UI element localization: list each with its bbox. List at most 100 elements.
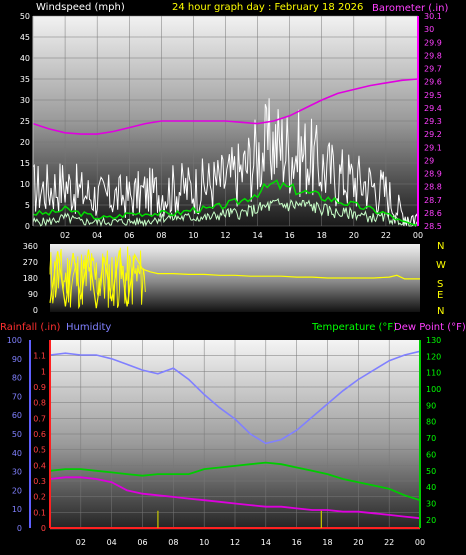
barometer-axis-title: Barometer (.in): [372, 3, 448, 14]
wind-x-tick-label: 08: [156, 231, 166, 240]
temp-x-tick-label: 16: [292, 538, 302, 547]
wind-y-tick-label: 45: [20, 33, 30, 42]
direction-y-tick-label: 180: [23, 274, 38, 283]
compass-label-s: S: [437, 279, 443, 290]
wind-y-tick-label: 0: [25, 222, 30, 231]
wind-x-tick-label: 12: [220, 231, 230, 240]
temperature-axis-title: Temperature (°F): [311, 322, 397, 333]
temperature-y-tick-label: 120: [426, 352, 441, 361]
humidity-y-tick-label: 90: [12, 355, 22, 364]
wind-y-tick-label: 50: [20, 12, 30, 21]
temperature-y-tick-label: 130: [426, 336, 441, 345]
barometer-y-tick-label: 29.8: [424, 51, 442, 60]
dewpoint-series: [49, 476, 421, 520]
barometer-y-tick-label: 30.1: [424, 12, 442, 21]
temperature-y-tick-label: 30: [426, 499, 436, 508]
temp-x-tick-label: 06: [137, 538, 147, 547]
wind-y-tick-label: 30: [20, 96, 30, 105]
rain-y-tick-label: 0.2: [33, 493, 46, 502]
compass-label-n-bottom: N: [437, 306, 444, 317]
wind-y-tick-label: 25: [20, 117, 30, 126]
temp-x-tick-label: 08: [168, 538, 178, 547]
humidity-y-tick-label: 100: [7, 336, 22, 345]
rain-y-tick-label: 0.8: [33, 399, 46, 408]
rain-y-tick-label: 0.3: [33, 477, 46, 486]
barometer-y-tick-label: 29.1: [424, 143, 442, 152]
temperature-y-tick-label: 60: [426, 450, 436, 459]
direction-y-tick-label: 0: [33, 306, 38, 315]
wind-x-tick-label: 00: [413, 231, 423, 240]
wind-x-tick-label: 06: [124, 231, 134, 240]
rain-y-tick-label: 1.1: [33, 352, 46, 361]
humidity-y-tick-label: 60: [12, 411, 22, 420]
rain-y-tick-label: 0.9: [33, 383, 46, 392]
humidity-y-tick-label: 20: [12, 486, 22, 495]
rain-y-tick-label: 0.1: [33, 508, 46, 517]
direction-y-tick-label: 360: [23, 242, 38, 251]
barometer-y-tick-label: 28.7: [424, 196, 442, 205]
temp-x-tick-label: 04: [107, 538, 117, 547]
barometer-y-tick-label: 29.6: [424, 78, 442, 87]
chart-title: 24 hour graph day : February 18 2026: [172, 2, 363, 13]
wind-x-tick-label: 22: [381, 231, 391, 240]
rain-y-tick-label: 0.5: [33, 446, 46, 455]
temperature-y-tick-label: 90: [426, 401, 436, 410]
windspeed-axis-title: Windspeed (mph): [36, 2, 125, 13]
temperature-series: [49, 461, 421, 502]
temp-x-tick-label: 12: [230, 538, 240, 547]
barometer-y-tick-label: 29.5: [424, 91, 442, 100]
wind-x-tick-label: 20: [349, 231, 359, 240]
wind-x-tick-label: 02: [60, 231, 70, 240]
humidity-y-tick-label: 80: [12, 374, 22, 383]
humidity-y-tick-label: 40: [12, 449, 22, 458]
temperature-y-tick-label: 100: [426, 385, 441, 394]
temp-x-tick-label: 20: [353, 538, 363, 547]
wind-x-tick-label: 14: [252, 231, 262, 240]
barometer-y-tick-label: 28.6: [424, 209, 442, 218]
wind-y-tick-label: 5: [25, 201, 30, 210]
barometer-y-tick-label: 29.9: [424, 38, 442, 47]
barometer-y-tick-label: 29: [424, 156, 434, 165]
barometer-y-tick-label: 29.2: [424, 130, 442, 139]
humidity-y-tick-label: 50: [12, 430, 22, 439]
wind-x-tick-label: 10: [188, 231, 198, 240]
temperature-y-tick-label: 20: [426, 516, 436, 525]
barometer-series: [32, 78, 419, 135]
label-layer: 0510152025303540455028.528.628.728.828.9…: [7, 12, 442, 547]
wind-gust-series: [32, 98, 419, 227]
rain-y-tick-label: 0: [41, 524, 46, 533]
humidity-axis-title: Humidity: [66, 322, 111, 333]
rain-y-tick-label: 0.6: [33, 430, 46, 439]
wind-average-series: [32, 179, 419, 226]
wind-y-tick-label: 20: [20, 138, 30, 147]
barometer-y-tick-label: 29.3: [424, 117, 442, 126]
series-layer: [32, 78, 421, 529]
temperature-y-tick-label: 70: [426, 434, 436, 443]
wind-y-tick-label: 10: [20, 180, 30, 189]
compass-label-w: W: [436, 260, 446, 271]
humidity-y-tick-label: 70: [12, 392, 22, 401]
wind-y-tick-label: 35: [20, 75, 30, 84]
temperature-y-tick-label: 80: [426, 418, 436, 427]
temp-x-tick-label: 00: [415, 538, 425, 547]
humidity-y-tick-label: 10: [12, 505, 22, 514]
wind-x-tick-label: 04: [92, 231, 102, 240]
temperature-y-tick-label: 50: [426, 467, 436, 476]
rain-y-tick-label: 1: [41, 367, 46, 376]
wind-x-tick-label: 18: [317, 231, 327, 240]
compass-label-e: E: [437, 290, 443, 301]
temp-x-tick-label: 18: [322, 538, 332, 547]
barometer-y-tick-label: 28.8: [424, 183, 442, 192]
direction-y-tick-label: 90: [28, 290, 38, 299]
humidity-y-tick-label: 0: [17, 524, 22, 533]
dewpoint-axis-title: Dew Point (°F): [394, 322, 466, 333]
wind-low-series: [32, 198, 419, 227]
wind-direction-jitter: [49, 246, 146, 310]
barometer-y-tick-label: 30: [424, 25, 434, 34]
humidity-y-tick-label: 30: [12, 468, 22, 477]
rainfall-axis-title: Rainfall (.in): [0, 322, 61, 333]
temp-x-tick-label: 22: [384, 538, 394, 547]
rain-y-tick-label: 0.7: [33, 414, 46, 423]
